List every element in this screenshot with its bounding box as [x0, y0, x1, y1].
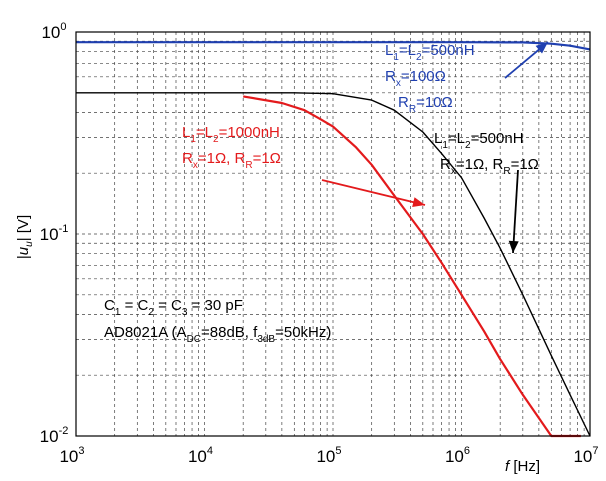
annotation-red-line-2: Rx=1Ω, RR=1Ω [182, 150, 281, 171]
x-tick-label: 107 [573, 445, 598, 466]
series-group [76, 41, 591, 438]
annotation-red-line-1: L1=L2=1000nH [182, 124, 280, 145]
x-tick-label: 105 [316, 445, 341, 466]
annotation-blue-line-3: RR=10Ω [398, 94, 453, 115]
x-tick-label: 103 [59, 445, 84, 466]
annotation-blue-line-1: L1=L2=500nH [385, 42, 475, 63]
blue-arrow [504, 41, 549, 79]
series-line-3 [243, 95, 581, 438]
y-tick-label: 10-1 [40, 223, 69, 244]
annotations: L1=L2=500nH Rx=100Ω RR=10Ω L1=L2=1000nH Rx=1… [104, 42, 539, 345]
annotation-conditions-line-2: AD8021A (ADC=88dB, f3dB=50kHz) [104, 324, 331, 345]
plot-frame [75, 31, 591, 437]
annotation-black-line-1: L1=L2=500nH [434, 130, 524, 151]
x-axis-label: f [Hz] [505, 458, 540, 475]
annotation-arrows [321, 41, 549, 254]
annotation-conditions-line-1: C1 = C2 = C3 = 30 pF [104, 297, 243, 318]
y-tick-label: 10-2 [40, 425, 69, 446]
series-line-1 [76, 41, 591, 51]
red-arrow [321, 179, 426, 208]
tick-labels: 103 104 105 106 107 100 10-1 10-2 [40, 21, 599, 466]
grid [76, 32, 590, 436]
y-tick-label: 100 [41, 21, 66, 42]
black-arrow [508, 169, 519, 254]
annotation-black-line-2: Rx=1Ω, RR=1Ω [440, 156, 539, 177]
x-tick-label: 106 [445, 445, 470, 466]
x-tick-label: 104 [188, 445, 213, 466]
annotation-blue-line-2: Rx=100Ω [385, 68, 446, 89]
series-line-2 [76, 92, 591, 437]
y-axis-label: |uu| [V] [15, 215, 35, 259]
